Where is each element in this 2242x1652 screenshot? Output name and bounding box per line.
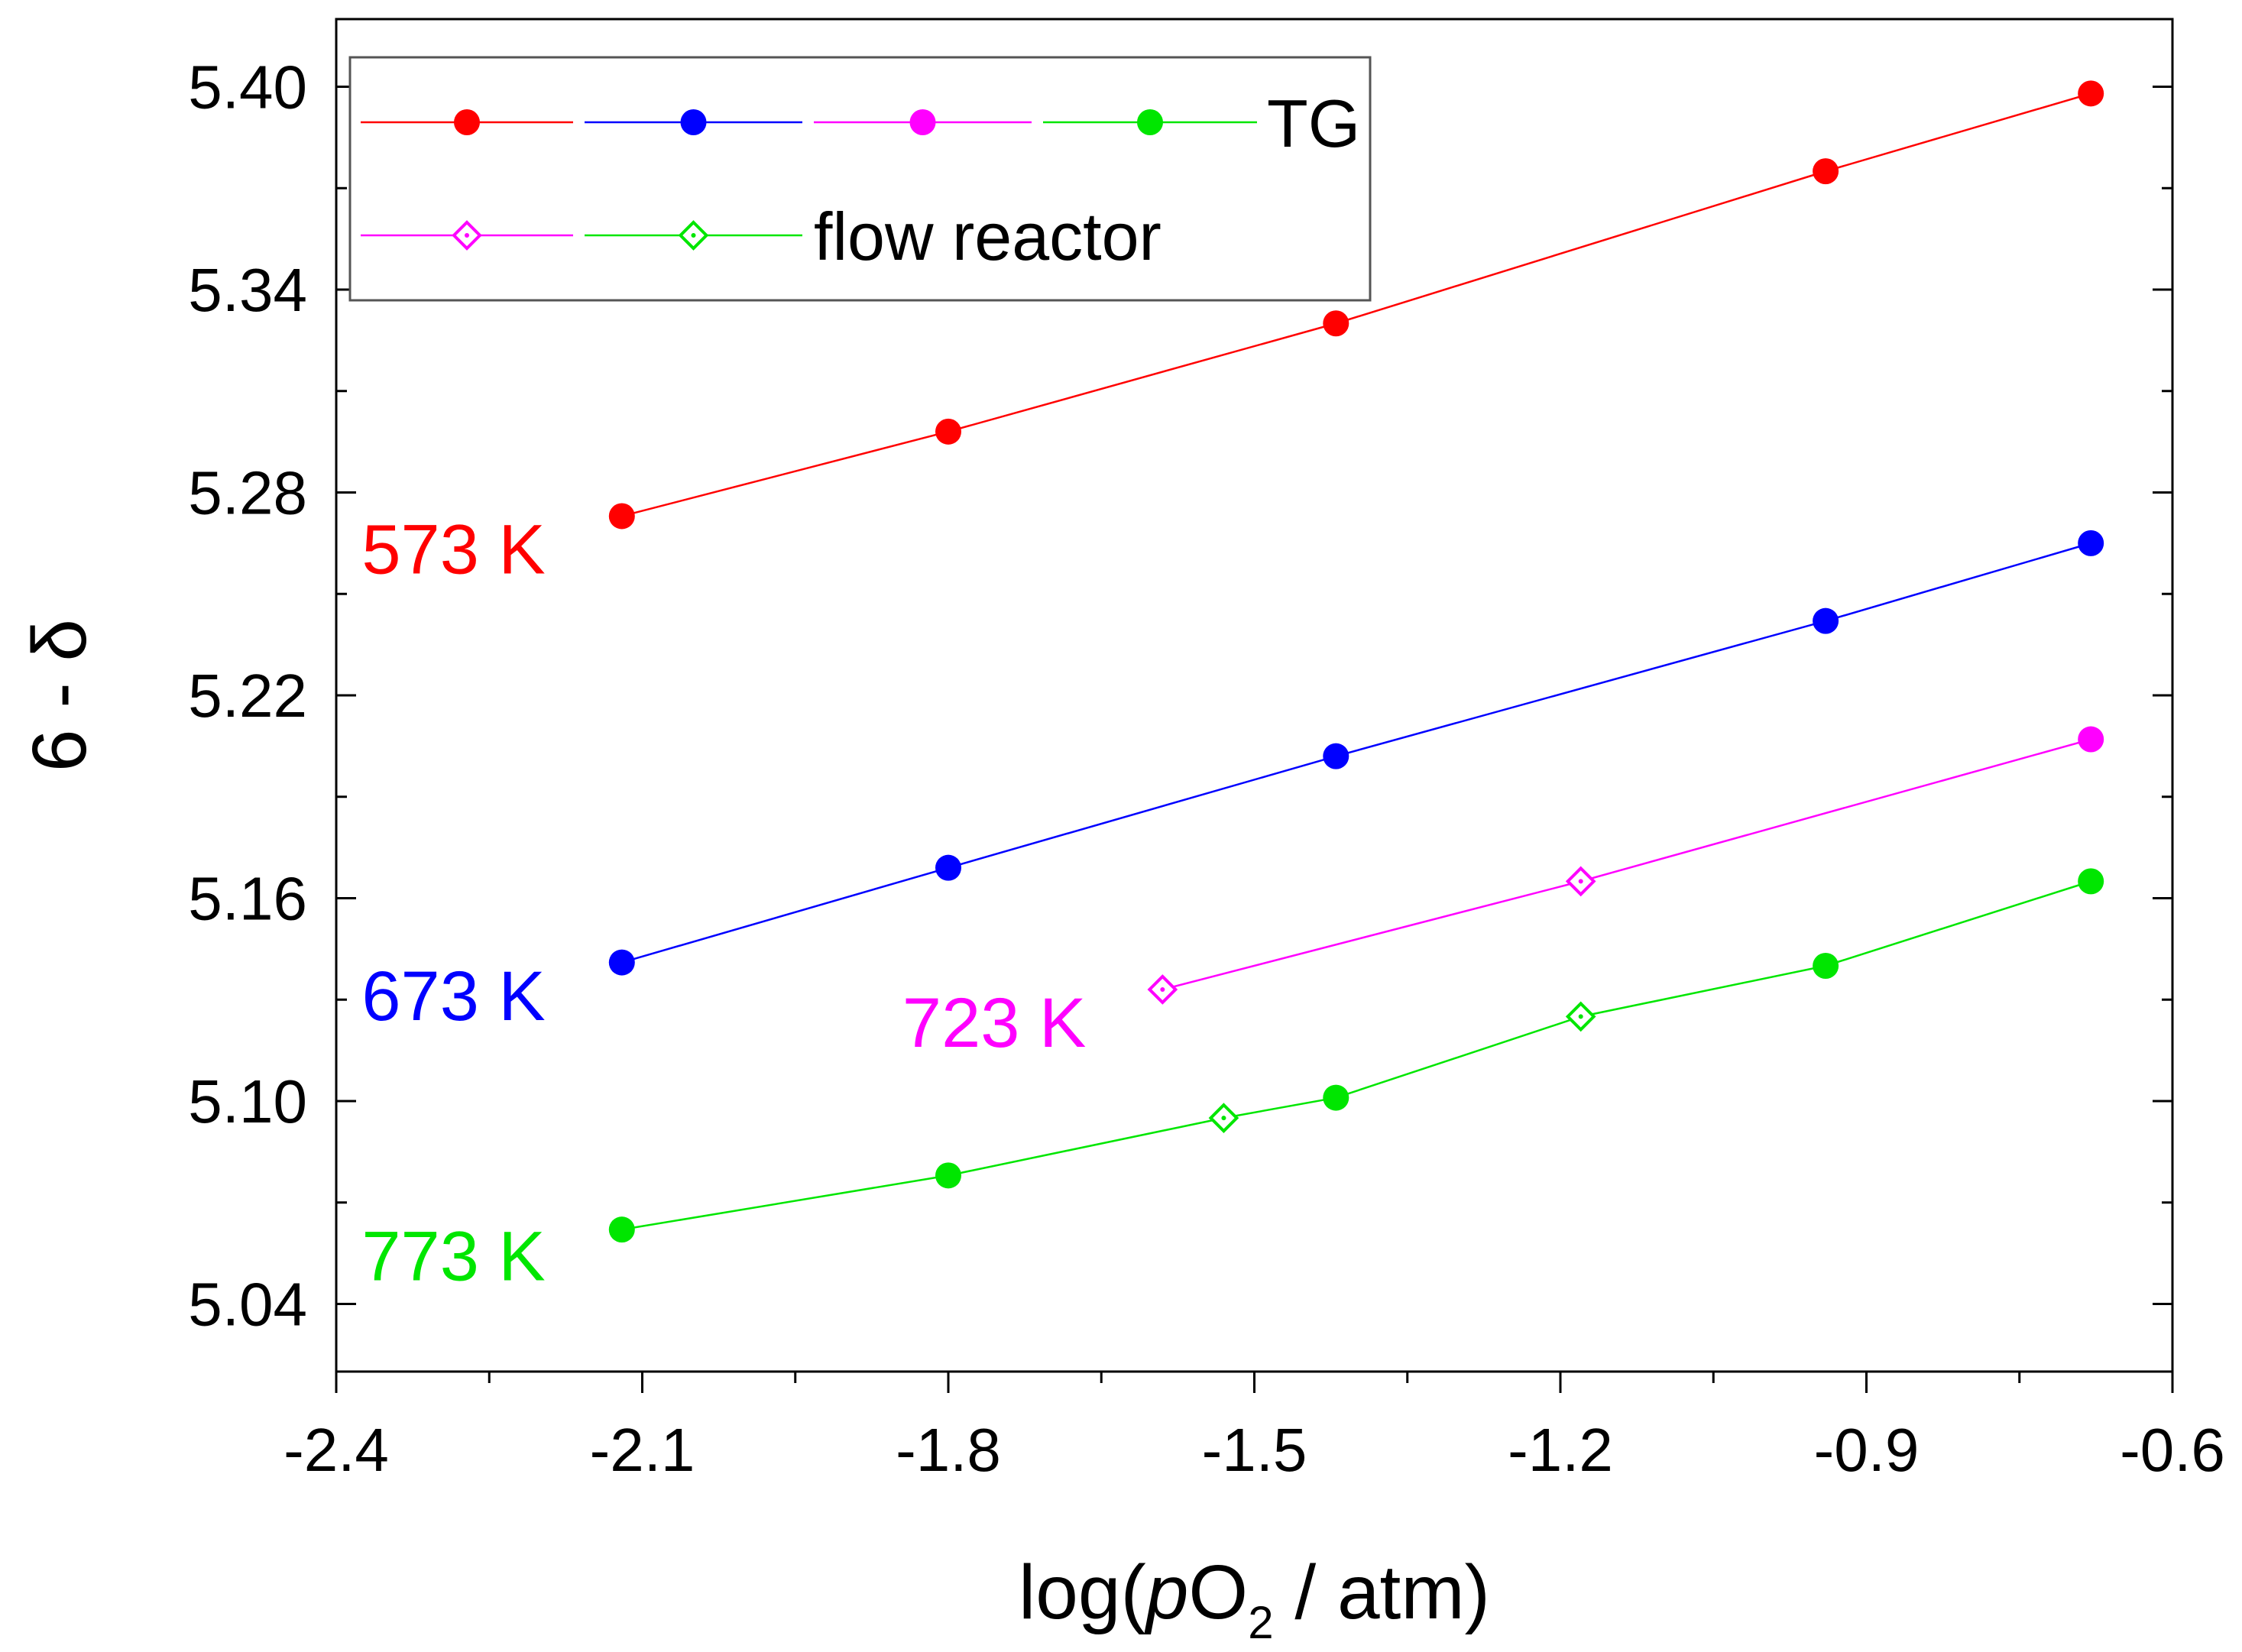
- legend-marker-1-0-dot: [465, 233, 469, 238]
- legend-marker-0-3: [1137, 109, 1163, 135]
- y-tick-label-6: 5.40: [188, 53, 307, 121]
- x-tick-label-5: -0.9: [1814, 1416, 1920, 1484]
- legend: TG flow reactor: [348, 56, 1372, 302]
- tg-point-0-1: [935, 418, 961, 445]
- legend-marker-1-0: [452, 220, 482, 251]
- x-axis-title-sub: 2: [1248, 1597, 1273, 1648]
- legend-marker-0-0: [454, 109, 480, 135]
- x-tick-label-6: -0.6: [2120, 1416, 2225, 1484]
- tg-point-0-2: [1323, 310, 1349, 337]
- flow-point-2-0-dot: [1160, 986, 1165, 992]
- flow-point-3-0-dot: [1221, 1116, 1226, 1121]
- legend-box: [348, 56, 1372, 302]
- tg-point-0-0: [608, 503, 635, 530]
- x-tick-label-4: -1.2: [1508, 1416, 1613, 1484]
- flow-point-3-1: [1565, 1001, 1596, 1032]
- y-tick-label-5: 5.34: [188, 256, 307, 324]
- plot-layer: 573 K 673 K 723 K 773 K: [361, 80, 2104, 1296]
- x-tick-label-0: -2.4: [283, 1416, 389, 1484]
- flow-point-3-1-dot: [1578, 1014, 1583, 1019]
- tg-point-3-4: [2078, 868, 2104, 895]
- legend-marker-0-1: [680, 109, 707, 135]
- tg-point-1-2: [1323, 743, 1349, 769]
- axes-layer: 5.04 5.10 5.16 5.22 5.28 5.34 5.40 -2.4 -2.1 -1.8…: [17, 18, 2225, 1648]
- tg-point-0-4: [2078, 80, 2104, 107]
- legend-marker-1-1-dot: [691, 233, 696, 238]
- x-tick-label-2: -1.8: [896, 1416, 1001, 1484]
- tg-point-3-2: [1323, 1084, 1349, 1111]
- flow-point-2-0: [1147, 974, 1178, 1005]
- legend-label-1: flow reactor: [814, 199, 1161, 274]
- tg-point-2-0: [2078, 726, 2104, 753]
- legend-marker-0-2: [909, 109, 936, 135]
- y-tick-label-1: 5.10: [188, 1067, 307, 1135]
- tg-point-3-3: [1813, 953, 1839, 979]
- tg-point-1-4: [2078, 530, 2104, 556]
- y-tick-label-3: 5.22: [188, 662, 307, 730]
- annotation-label-3: 773 K: [361, 1218, 545, 1296]
- y-tick-label-2: 5.16: [188, 865, 307, 933]
- x-axis-title: log(pO2 / atm): [1019, 1550, 1490, 1648]
- y-tick-label-4: 5.28: [188, 459, 307, 527]
- tg-point-1-3: [1813, 607, 1839, 634]
- legend-label-0: TG: [1267, 86, 1360, 161]
- tg-point-1-0: [608, 949, 635, 976]
- tg-point-1-1: [935, 854, 961, 881]
- x-axis-title-italic: p: [1144, 1550, 1189, 1635]
- annotation-label-1: 673 K: [361, 957, 545, 1035]
- x-axis-title-prefix: log(: [1019, 1550, 1146, 1635]
- series-line-1: [621, 542, 2091, 964]
- tg-point-3-0: [608, 1216, 635, 1243]
- series-line-2: [1162, 738, 2091, 991]
- annotation-label-0: 573 K: [361, 511, 545, 589]
- annotation-label-2: 723 K: [902, 984, 1086, 1062]
- series-line-3: [621, 880, 2091, 1231]
- legend-marker-1-1: [678, 220, 709, 251]
- x-axis-title-mid: O: [1188, 1550, 1248, 1635]
- flow-point-2-1: [1565, 866, 1596, 897]
- x-axis-title-suffix: / atm): [1274, 1550, 1490, 1635]
- y-axis-title: 6 - δ: [17, 619, 102, 772]
- tg-point-3-1: [935, 1162, 961, 1189]
- flow-point-2-1-dot: [1578, 879, 1583, 884]
- y-tick-label-0: 5.04: [188, 1271, 307, 1339]
- x-tick-label-1: -2.1: [590, 1416, 695, 1484]
- tg-point-0-3: [1813, 158, 1839, 185]
- x-tick-label-3: -1.5: [1202, 1416, 1307, 1484]
- flow-point-3-0: [1208, 1103, 1239, 1133]
